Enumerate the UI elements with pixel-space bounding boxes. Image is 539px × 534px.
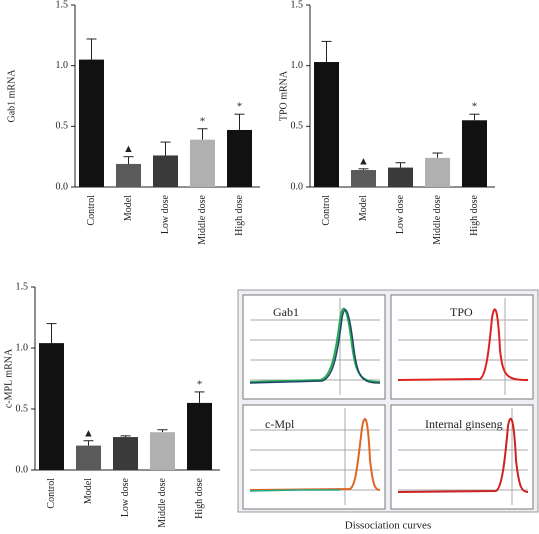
subpanel-frame	[390, 294, 534, 400]
subpanel-frame	[242, 404, 386, 510]
x-tick-label: Control	[86, 195, 97, 226]
x-tick-label: Model	[83, 478, 94, 504]
y-tick-label: 0.0	[16, 464, 29, 475]
significance-marker: *	[472, 101, 478, 113]
curve	[249, 309, 381, 384]
bar	[76, 445, 101, 470]
bar	[462, 120, 487, 187]
subpanel: Gab1	[242, 294, 386, 400]
bar	[150, 432, 175, 470]
y-tick-label: 0.0	[56, 181, 69, 192]
dissociation-panel: Gab1 TPO c-Mpl Internal ginseng Dissocia…	[237, 289, 539, 532]
x-tick-label: Low dose	[160, 194, 171, 234]
grid	[250, 298, 380, 395]
curve	[249, 417, 381, 491]
x-tick-label: Model	[123, 195, 134, 221]
x-tick-label: High dose	[194, 477, 205, 518]
y-tick-label: 1.5	[16, 281, 29, 292]
y-tick-label: 1.0	[16, 342, 29, 353]
bar	[79, 59, 104, 187]
subpanel-frame	[242, 294, 386, 400]
x-tick-label: Middle dose	[432, 194, 443, 244]
bar	[388, 167, 413, 187]
x-tick-label: Control	[321, 195, 332, 226]
y-axis-label: Gab1 mRNA	[6, 69, 17, 123]
significance-marker: *	[197, 378, 203, 390]
y-axis-label: TPO mRNA	[278, 70, 289, 121]
bar	[190, 139, 215, 187]
significance-marker: *	[237, 101, 243, 113]
bar	[116, 163, 141, 187]
y-tick-label: 0.5	[16, 403, 29, 414]
grid	[398, 408, 528, 505]
x-tick-label: High dose	[234, 194, 245, 235]
y-tick-label: 0.0	[291, 181, 304, 192]
x-tick-label: Middle dose	[157, 477, 168, 527]
panel-caption: Dissociation curves	[345, 520, 431, 532]
bar	[113, 437, 138, 470]
y-tick-label: 0.5	[291, 121, 304, 132]
x-tick-label: Low dose	[120, 477, 131, 517]
significance-marker: ▲	[123, 143, 134, 155]
bar	[39, 343, 64, 470]
bar	[187, 402, 212, 470]
bar	[351, 170, 376, 187]
subpanel-label: Internal ginseng	[425, 417, 503, 431]
y-tick-label: 1.0	[291, 60, 304, 71]
significance-marker: ▲	[83, 427, 94, 439]
curve	[249, 489, 340, 492]
x-tick-label: High dose	[469, 194, 480, 235]
x-tick-label: Model	[358, 195, 369, 221]
x-tick-label: Middle dose	[197, 194, 208, 244]
y-tick-label: 0.5	[56, 121, 69, 132]
subpanel: Internal ginseng	[390, 404, 534, 510]
significance-marker: ▲	[358, 155, 369, 167]
y-tick-label: 1.5	[56, 0, 69, 10]
y-tick-label: 1.0	[56, 60, 69, 71]
subpanel-label: TPO	[450, 305, 473, 319]
subpanel: c-Mpl	[242, 404, 386, 510]
y-axis-label: c-MPL mRNA	[3, 348, 14, 408]
x-tick-label: Low dose	[395, 194, 406, 234]
y-tick-label: 1.5	[291, 0, 304, 10]
curve	[397, 308, 529, 381]
significance-marker: *	[200, 115, 206, 127]
bar	[227, 129, 252, 187]
subpanel-label: Gab1	[273, 305, 299, 319]
bar	[425, 157, 450, 187]
x-tick-label: Control	[46, 478, 57, 509]
grid	[250, 408, 380, 505]
bar	[314, 62, 339, 187]
subpanel-label: c-Mpl	[265, 417, 295, 431]
curve	[397, 417, 529, 493]
grid	[398, 298, 528, 395]
subpanel: TPO	[390, 294, 534, 400]
bar	[153, 155, 178, 187]
